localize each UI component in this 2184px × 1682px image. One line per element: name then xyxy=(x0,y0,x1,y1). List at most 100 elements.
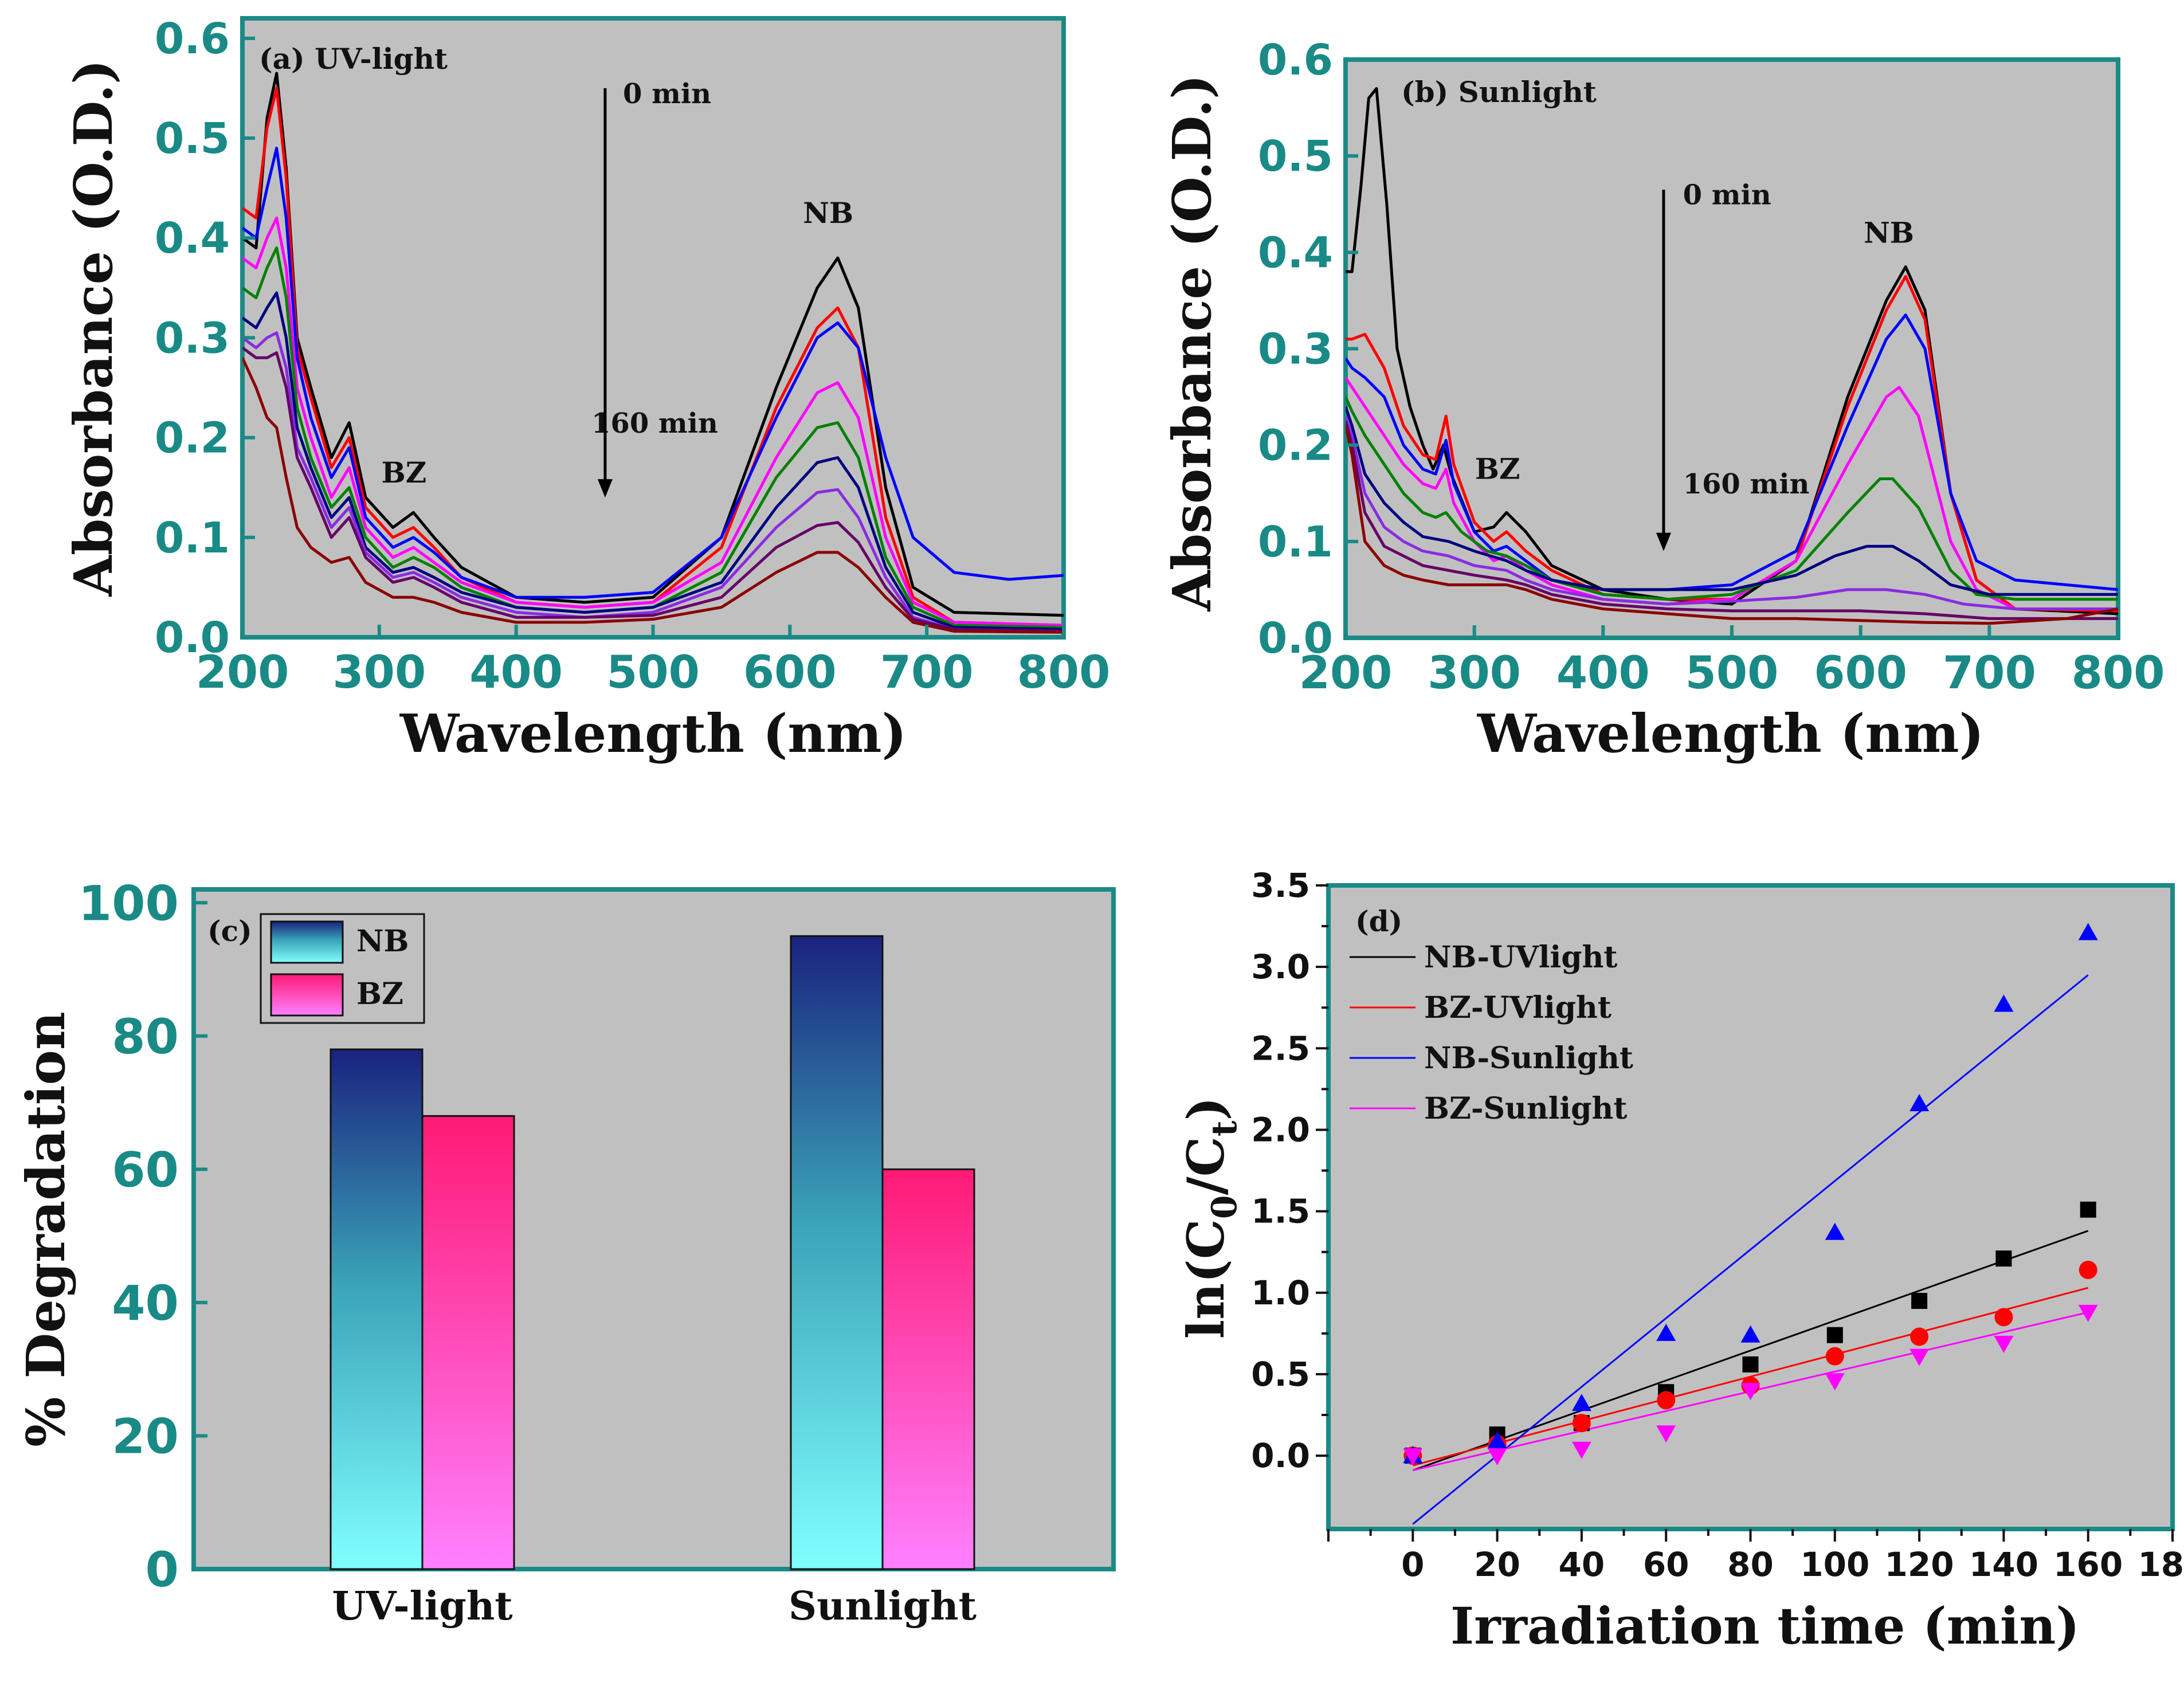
panel-c-legend-nb-label: NB xyxy=(356,924,409,959)
panel-a-y-tick-label: 0.4 xyxy=(155,214,230,263)
panel-d-y-tick-label: 2.0 xyxy=(1251,1110,1310,1149)
panel-c-bar-bz-1 xyxy=(881,1168,975,1570)
panel-d-point-0-7 xyxy=(1995,1250,2012,1267)
panel-d-x-tick-label: 80 xyxy=(1727,1545,1774,1584)
panel-d-x-tick-label: 100 xyxy=(1800,1545,1869,1584)
panel-d-point-3-3 xyxy=(1656,1425,1676,1443)
panel-d-legend-label-2: NB-Sunlight xyxy=(1424,1041,1633,1076)
panel-b-nb-label: NB xyxy=(1864,216,1914,250)
panel-d-point-3-1 xyxy=(1487,1448,1507,1466)
panel-c-bar-bz-0 xyxy=(421,1115,515,1570)
panel-b-y-tick-label: 0.0 xyxy=(1258,614,1333,663)
panel-a-lines xyxy=(242,72,1064,634)
panel-d-point-3-0 xyxy=(1403,1448,1423,1466)
panel-c-category-label: UV-light xyxy=(332,1583,513,1629)
panel-d-legend: NB-UVlight BZ-UVlight NB-Sunlight BZ-Sunlig… xyxy=(1350,940,1633,1126)
panel-c-bar-nb-1 xyxy=(790,935,884,1570)
panel-a-y-tick-label: 0.2 xyxy=(155,414,230,463)
panel-b-series-line-3 xyxy=(1346,377,2118,610)
panel-d-data xyxy=(1403,923,2098,1525)
panel-a-bz-label: BZ xyxy=(381,456,426,489)
panel-d-point-2-2 xyxy=(1571,1394,1591,1412)
panel-b-plot-area xyxy=(1343,57,2120,640)
panel-d-y-tick-label: 2.5 xyxy=(1251,1029,1310,1068)
panel-c-y-tick-label: 80 xyxy=(112,1009,179,1065)
panel-a-y-axis-title: Absorbance (O.D.) xyxy=(62,59,124,597)
panel-b-title: (b) Sunlight xyxy=(1401,75,1597,109)
panel-b-y-tick-label: 0.2 xyxy=(1258,421,1333,471)
panel-a-series-line-3 xyxy=(242,216,1064,627)
panel-b-bz-label: BZ xyxy=(1475,452,1520,486)
panel-d-point-1-3 xyxy=(1657,1391,1676,1410)
panel-b: 200 300 400 500 600 700 800 0.0 0.1 0.2 0.3 0.4 0.5 0… xyxy=(1161,36,2165,764)
panel-b-x-axis-title: Wavelength (nm) xyxy=(1477,703,1984,764)
panel-b-x-tick-label: 700 xyxy=(1943,648,2036,699)
panel-d-ylabel-sub2: t xyxy=(1205,1120,1245,1136)
panel-a-series-line-7 xyxy=(242,346,1064,633)
panel-d-point-0-4 xyxy=(1742,1356,1759,1373)
panel-b-y-tick-label: 0.4 xyxy=(1258,228,1333,277)
panel-c-category-label: Sunlight xyxy=(789,1583,977,1629)
panel-c-legend-bz-label: BZ xyxy=(356,977,403,1011)
panel-d-y-tick-label: 0.5 xyxy=(1251,1355,1310,1394)
panel-d: 0 20 40 60 80 100 120 140 160 180 0.0 0.5 1.0 1.5 2.0 2… xyxy=(1176,866,2184,1656)
panel-b-start-label: 0 min xyxy=(1683,179,1771,211)
panel-d-ylabel-prefix: ln(C xyxy=(1176,1219,1236,1339)
panel-a-ticks: 200 300 400 500 600 700 800 0.0 0.1 0.2 0.3 0.4 0.5 0… xyxy=(155,14,1111,699)
panel-a-x-tick-label: 600 xyxy=(743,647,837,699)
panel-d-legend-label-1: BZ-UVlight xyxy=(1424,990,1611,1025)
panel-b-series-line-0 xyxy=(1346,87,2118,615)
panel-d-ticks: 0 20 40 60 80 100 120 140 160 180 0.0 0.5 1.0 1.5 2.0 2… xyxy=(1251,866,2184,1584)
panel-a-end-label: 160 min xyxy=(591,407,718,440)
panel-b-x-tick-label: 600 xyxy=(1814,648,1907,699)
panel-c-bars: UV-light Sunlight xyxy=(330,935,977,1629)
panel-a-title: (a) UV-light xyxy=(259,42,448,76)
panel-d-x-tick-label: 180 xyxy=(2138,1545,2184,1584)
panel-a-y-tick-label: 0.3 xyxy=(155,313,230,363)
panel-d-point-3-8 xyxy=(2078,1304,2098,1322)
panel-a-arrow-head xyxy=(597,479,613,498)
panel-d-point-2-7 xyxy=(1994,994,2014,1012)
panel-d-point-3-5 xyxy=(1825,1373,1845,1391)
panel-d-x-tick-label: 60 xyxy=(1643,1545,1689,1584)
panel-b-series-line-8 xyxy=(1346,425,2118,625)
panel-a-start-label: 0 min xyxy=(623,78,711,110)
panel-d-plot-area xyxy=(1326,883,2175,1531)
panel-d-title: (d) xyxy=(1355,904,1402,938)
panel-a-x-tick-label: 700 xyxy=(880,647,974,699)
panel-a-series-line-4 xyxy=(242,246,1064,629)
panel-d-point-2-1 xyxy=(1487,1431,1507,1449)
panel-a-y-tick-label: 0.5 xyxy=(155,114,230,163)
panel-a-x-tick-label: 300 xyxy=(332,647,426,699)
panel-b-series-line-6 xyxy=(1346,415,2118,610)
panel-c-bar-nb-0 xyxy=(330,1048,424,1570)
panel-d-point-1-7 xyxy=(1994,1308,2013,1327)
panel-b-series-line-2 xyxy=(1346,313,2118,591)
panel-c-y-tick-label: 20 xyxy=(112,1408,179,1464)
panel-d-point-3-4 xyxy=(1740,1383,1760,1401)
panel-d-x-tick-label: 0 xyxy=(1401,1545,1424,1584)
panel-a-time-arrow xyxy=(597,88,613,498)
panel-d-ylabel-mid: /C xyxy=(1176,1136,1236,1195)
panel-c-y-tick-label: 60 xyxy=(112,1142,179,1198)
panel-b-x-tick-label: 800 xyxy=(2072,648,2165,699)
panel-d-point-0-8 xyxy=(2080,1201,2096,1218)
panel-d-x-tick-label: 20 xyxy=(1474,1545,1520,1584)
panel-a-y-tick-label: 0.1 xyxy=(155,513,230,563)
panel-a-series-line-6 xyxy=(242,331,1064,633)
panel-d-fit-line-2 xyxy=(1412,974,2089,1525)
panel-a-series-line-1 xyxy=(242,87,1064,627)
panel-c-legend-nb-swatch xyxy=(270,920,344,964)
panel-d-point-2-4 xyxy=(1740,1325,1760,1343)
panel-d-point-0-6 xyxy=(1911,1292,1928,1309)
panel-b-y-tick-label: 0.6 xyxy=(1258,36,1333,85)
panel-b-y-axis-title: Absorbance (O.D.) xyxy=(1161,74,1223,611)
panel-d-point-0-5 xyxy=(1826,1327,1843,1343)
panel-d-x-tick-label: 40 xyxy=(1559,1545,1605,1584)
panel-d-y-tick-label: 3.0 xyxy=(1251,947,1310,986)
panel-b-y-tick-label: 0.5 xyxy=(1258,132,1333,181)
panel-a-x-tick-label: 400 xyxy=(469,647,563,699)
panel-a-nb-label: NB xyxy=(803,196,853,230)
panel-d-point-2-3 xyxy=(1656,1323,1676,1341)
